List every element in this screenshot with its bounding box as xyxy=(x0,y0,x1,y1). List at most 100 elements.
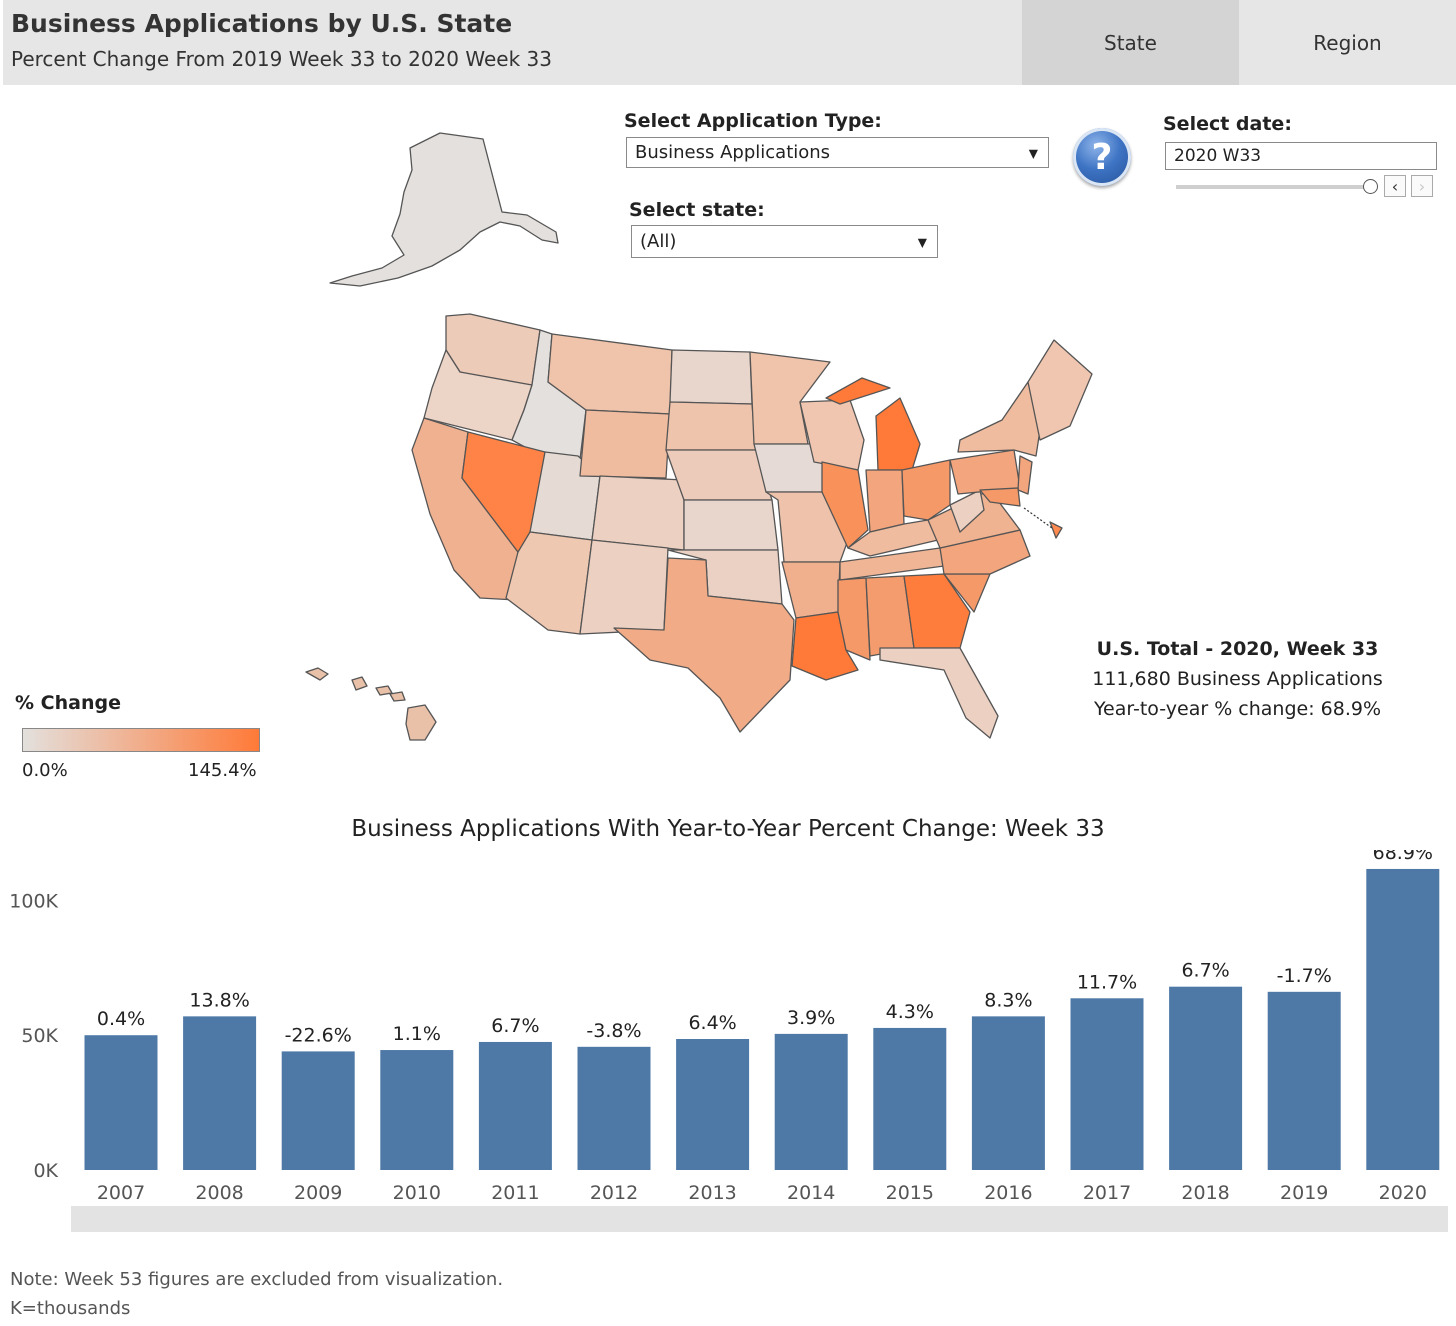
bar-label-2012: -3.8% xyxy=(586,1020,641,1042)
x-tick-label-2019: 2019 xyxy=(1280,1182,1328,1204)
bar-2012[interactable] xyxy=(577,1046,651,1170)
bar-2020[interactable] xyxy=(1366,868,1440,1170)
state-west-virginia[interactable] xyxy=(949,489,985,533)
state-new-york[interactable] xyxy=(957,381,1041,457)
state-label: Select state: xyxy=(629,199,765,221)
tab-state[interactable]: State xyxy=(1022,0,1239,85)
date-slider-track[interactable] xyxy=(1176,185,1366,189)
state-hawaii-islands xyxy=(305,667,406,702)
x-tick-label-2011: 2011 xyxy=(491,1182,539,1204)
bar-label-2020: 68.9% xyxy=(1373,850,1433,864)
tab-region[interactable]: Region xyxy=(1313,30,1382,55)
bar-label-2018: 6.7% xyxy=(1181,960,1229,982)
bar-2014[interactable] xyxy=(774,1033,848,1170)
chevron-right-icon: › xyxy=(1418,176,1426,196)
state-georgia[interactable] xyxy=(903,573,971,649)
chevron-down-icon: ▼ xyxy=(917,235,927,250)
state-minnesota[interactable] xyxy=(749,351,831,445)
app-type-dropdown[interactable]: Business Applications ▼ xyxy=(626,137,1049,168)
bar-label-2010: 1.1% xyxy=(393,1023,441,1045)
us-state-map xyxy=(305,132,1093,741)
bar-chart: 0K 50K 100K 0.4% 2007 13.8% 2008 -22.6% 2009 1.1%… xyxy=(9,850,1440,1204)
bar-2017[interactable] xyxy=(1070,998,1144,1170)
app-type-label: Select Application Type: xyxy=(624,110,882,132)
date-label: Select date: xyxy=(1163,113,1292,135)
bar-label-2014: 3.9% xyxy=(787,1007,835,1029)
bar-2018[interactable] xyxy=(1169,986,1243,1170)
chevron-left-icon: ‹ xyxy=(1391,176,1399,196)
state-south-dakota[interactable] xyxy=(665,401,757,451)
x-tick-label-2015: 2015 xyxy=(886,1182,934,1204)
note-units: K=thousands xyxy=(10,1298,131,1319)
x-tick-label-2020: 2020 xyxy=(1379,1182,1427,1204)
horizontal-scrollbar[interactable] xyxy=(71,1206,1448,1232)
bar-label-2011: 6.7% xyxy=(491,1015,539,1037)
legend-color-ramp xyxy=(22,728,260,752)
bar-2009[interactable] xyxy=(281,1051,355,1170)
next-date-button[interactable]: › xyxy=(1411,175,1433,197)
bar-label-2008: 13.8% xyxy=(189,989,249,1011)
state-maryland[interactable] xyxy=(979,487,1021,507)
state-ohio[interactable] xyxy=(901,459,951,521)
state-value: (All) xyxy=(640,231,677,252)
date-input[interactable]: 2020 W33 xyxy=(1165,142,1437,170)
y-tick-label: 50K xyxy=(21,1025,58,1047)
x-tick-label-2016: 2016 xyxy=(984,1182,1032,1204)
legend-title: % Change xyxy=(15,692,121,714)
bar-2007[interactable] xyxy=(84,1035,158,1170)
bar-label-2013: 6.4% xyxy=(688,1012,736,1034)
state-indiana[interactable] xyxy=(865,469,905,533)
bar-label-2017: 11.7% xyxy=(1077,971,1137,993)
state-new-mexico[interactable] xyxy=(579,539,669,635)
bar-2010[interactable] xyxy=(380,1050,454,1170)
x-tick-label-2017: 2017 xyxy=(1083,1182,1131,1204)
note-week53: Note: Week 53 figures are excluded from … xyxy=(10,1269,504,1290)
state-dropdown[interactable]: (All) ▼ xyxy=(631,225,938,258)
x-tick-label-2010: 2010 xyxy=(393,1182,441,1204)
state-michigan[interactable] xyxy=(825,377,921,471)
bar-label-2009: -22.6% xyxy=(285,1024,352,1046)
state-new-jersey[interactable] xyxy=(1017,455,1033,495)
bar-2015[interactable] xyxy=(873,1027,947,1170)
question-mark-icon: ? xyxy=(1091,136,1113,178)
bar-2016[interactable] xyxy=(971,1016,1045,1170)
bar-label-2016: 8.3% xyxy=(984,989,1032,1011)
state-texas[interactable] xyxy=(613,557,795,733)
previous-date-button[interactable]: ‹ xyxy=(1384,175,1406,197)
state-nebraska[interactable] xyxy=(665,449,773,501)
page-subtitle: Percent Change From 2019 Week 33 to 2020… xyxy=(11,47,552,71)
header-bar: Business Applications by U.S. State Perc… xyxy=(3,0,1456,85)
state-florida[interactable] xyxy=(879,647,999,739)
bar-label-2015: 4.3% xyxy=(886,1001,934,1023)
date-slider-handle[interactable] xyxy=(1363,179,1378,194)
state-colorado[interactable] xyxy=(591,475,685,551)
state-wyoming[interactable] xyxy=(579,409,671,479)
app-type-value: Business Applications xyxy=(635,142,831,163)
state-kansas[interactable] xyxy=(683,499,779,551)
x-tick-label-2009: 2009 xyxy=(294,1182,342,1204)
state-hawaii[interactable] xyxy=(405,704,437,741)
state-new-england[interactable] xyxy=(1027,339,1093,441)
state-delaware[interactable] xyxy=(1049,521,1063,539)
bar-2013[interactable] xyxy=(676,1038,750,1170)
total-applications: 111,680 Business Applications xyxy=(1092,668,1383,690)
bar-label-2019: -1.7% xyxy=(1277,965,1332,987)
x-tick-label-2012: 2012 xyxy=(590,1182,638,1204)
state-pennsylvania[interactable] xyxy=(949,449,1021,495)
total-percent-change: Year-to-year % change: 68.9% xyxy=(1093,698,1382,720)
bar-label-2007: 0.4% xyxy=(97,1008,145,1030)
bar-2008[interactable] xyxy=(183,1016,257,1170)
state-mississippi[interactable] xyxy=(837,577,871,661)
bar-2019[interactable] xyxy=(1267,991,1341,1170)
x-tick-label-2007: 2007 xyxy=(97,1182,145,1204)
help-button[interactable]: ? xyxy=(1073,128,1131,186)
state-alaska[interactable] xyxy=(329,132,559,287)
legend-max-label: 145.4% xyxy=(188,760,257,781)
chart-title: Business Applications With Year-to-Year … xyxy=(351,816,1105,842)
state-illinois[interactable] xyxy=(821,461,869,549)
state-arkansas[interactable] xyxy=(781,561,841,619)
bar-2011[interactable] xyxy=(478,1041,552,1170)
y-tick-label: 0K xyxy=(33,1160,58,1182)
x-tick-label-2008: 2008 xyxy=(195,1182,243,1204)
state-north-dakota[interactable] xyxy=(669,349,753,405)
